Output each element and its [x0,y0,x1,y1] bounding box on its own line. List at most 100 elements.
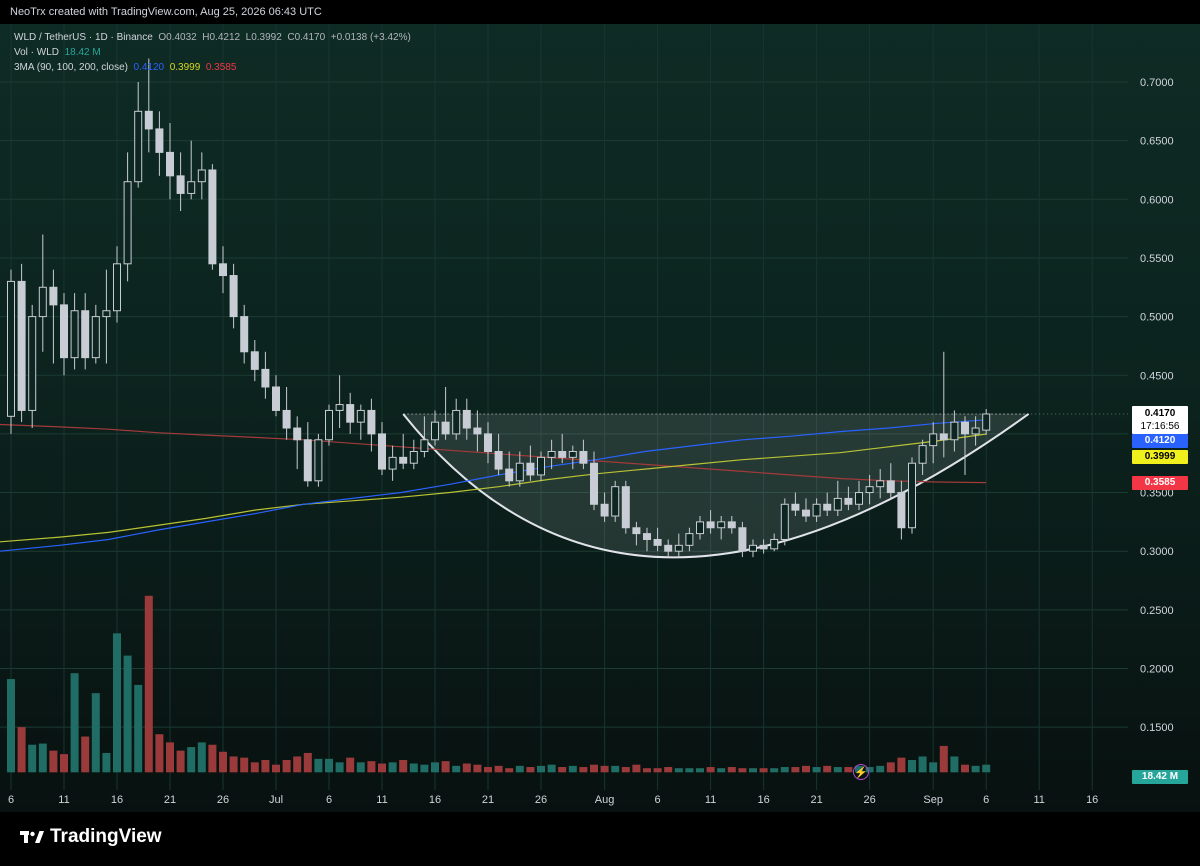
candle[interactable] [17,263,26,423]
candle[interactable] [738,521,747,558]
candle[interactable] [717,516,726,540]
candle[interactable] [855,480,863,511]
candle[interactable] [420,416,429,458]
candle[interactable] [81,293,90,370]
candle[interactable] [325,404,333,446]
candle[interactable] [113,246,121,323]
candle[interactable] [727,516,736,534]
candle[interactable] [706,510,715,534]
candle[interactable] [28,304,37,429]
candle[interactable] [918,439,927,475]
candle[interactable] [685,527,694,552]
candle[interactable] [674,533,683,558]
candle[interactable] [812,498,821,522]
legend-symbol[interactable]: WLD / TetherUS · 1D · Binance [14,32,153,43]
candle[interactable] [590,451,598,511]
candle[interactable] [537,451,545,481]
candle[interactable] [261,351,270,399]
legend-vol-label[interactable]: Vol · WLD [14,47,60,58]
candle[interactable] [144,58,153,153]
candle[interactable] [229,263,238,329]
candle[interactable] [780,498,789,546]
candle[interactable] [314,433,323,487]
candle[interactable] [60,293,68,376]
candle[interactable] [844,486,853,511]
legend-ma-label[interactable]: 3MA (90, 100, 200, close) [14,62,128,73]
candle[interactable] [939,351,948,458]
candle[interactable] [971,416,980,446]
candle[interactable] [494,433,503,475]
candle[interactable] [621,480,630,534]
candle[interactable] [346,392,355,434]
candle[interactable] [367,398,376,452]
candle[interactable] [696,516,704,540]
candle[interactable] [961,416,969,475]
candle[interactable] [282,386,291,440]
candle[interactable] [749,539,757,558]
candle[interactable] [558,433,567,464]
candle[interactable] [929,422,938,464]
candle[interactable] [802,498,810,522]
candle[interactable] [187,140,196,200]
candle[interactable] [441,386,450,440]
candle[interactable] [293,416,302,470]
candle[interactable] [600,492,609,522]
candle[interactable] [166,123,174,200]
candle[interactable] [632,521,641,546]
candle[interactable] [462,398,471,440]
candle[interactable] [526,445,535,481]
candle[interactable] [335,375,344,429]
candle[interactable] [579,439,588,470]
candle[interactable] [643,527,651,552]
candle[interactable] [484,422,492,464]
candle[interactable] [272,375,280,417]
candle[interactable] [176,152,185,212]
candle[interactable] [452,398,461,440]
candle[interactable] [515,451,524,487]
candle[interactable] [219,246,227,294]
tradingview-logo[interactable]: TradingView [20,826,162,848]
candle[interactable] [155,111,164,176]
candle[interactable] [759,539,768,554]
candle[interactable] [568,445,577,470]
candle[interactable] [876,469,885,499]
candle[interactable] [547,439,556,470]
candle[interactable] [7,269,15,434]
candle[interactable] [70,293,79,370]
candle[interactable] [388,445,397,481]
chart-area[interactable]: 0.70000.65000.60000.55000.50000.45000.40… [0,24,1200,812]
lightning-icon[interactable]: ⚡ [853,764,869,780]
candle[interactable] [473,410,482,452]
candle[interactable] [91,304,100,364]
candle[interactable] [356,404,365,440]
candle[interactable] [49,269,58,364]
candle[interactable] [664,539,673,558]
candle[interactable] [770,533,779,552]
candle[interactable] [431,410,439,446]
candle[interactable] [250,340,259,382]
candle[interactable] [950,410,959,452]
candle[interactable] [38,234,47,352]
candle[interactable] [791,492,800,517]
candle[interactable] [833,480,842,517]
candle[interactable] [823,492,832,517]
candle[interactable] [409,439,418,470]
candle[interactable] [240,304,249,364]
candle[interactable] [505,451,514,487]
candle[interactable] [886,463,895,499]
candle[interactable] [908,457,916,534]
candle[interactable] [378,422,386,475]
candle[interactable] [982,409,991,435]
candle[interactable] [197,152,206,200]
candle[interactable] [611,480,620,522]
candle[interactable] [653,527,662,552]
candle[interactable] [134,82,143,188]
candle[interactable] [399,433,408,470]
price-chart[interactable]: 0.70000.65000.60000.55000.50000.45000.40… [0,24,1200,812]
candle[interactable] [102,269,111,364]
candle[interactable] [865,474,874,505]
candle[interactable] [897,480,906,540]
candle[interactable] [123,152,132,282]
candle[interactable] [208,164,217,270]
candle[interactable] [303,422,312,487]
